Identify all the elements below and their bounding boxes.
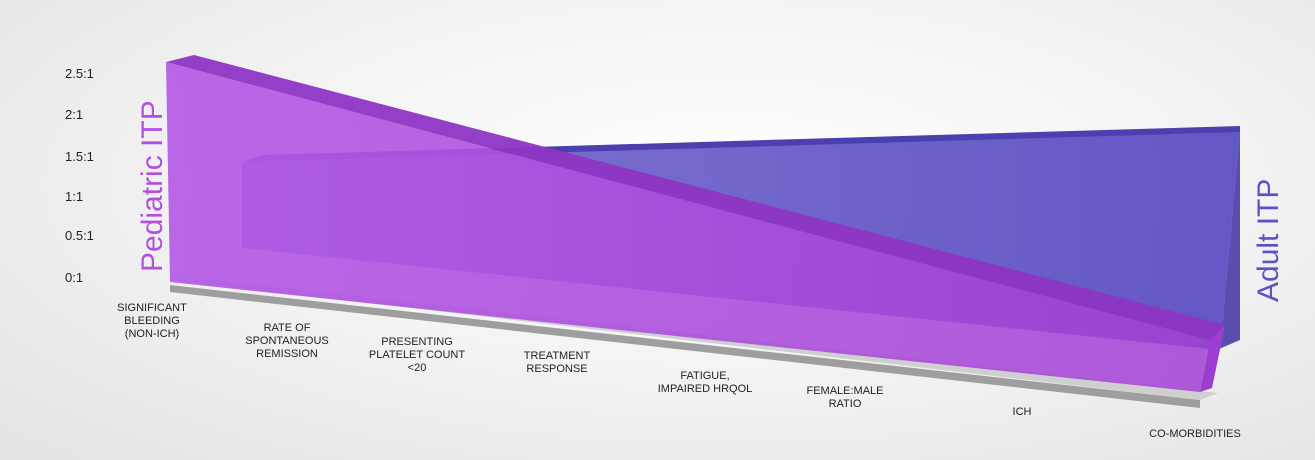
y-tick-label: 0.5:1 (65, 228, 94, 243)
pediatric-right-edge (1200, 325, 1225, 392)
y-tick-label: 1.5:1 (65, 149, 94, 164)
x-category-label: CO-MORBIDITIES (1149, 428, 1241, 440)
pediatric-top-edge (166, 55, 1225, 340)
series-pediatric-itp (166, 55, 1225, 392)
x-category-label: ICH (1013, 406, 1032, 418)
series-label-pediatric: Pediatric ITP (136, 100, 169, 272)
y-tick-label: 2:1 (65, 107, 83, 122)
x-category-label: TREATMENT RESPONSE (524, 350, 591, 375)
y-tick-label: 1:1 (65, 189, 83, 204)
x-category-label: SIGNIFICANT BLEEDING (NON-ICH) (117, 302, 187, 340)
floor-base (170, 285, 1200, 408)
y-axis: 0:1 0.5:1 1:1 1.5:1 2:1 2.5:1 (65, 66, 94, 285)
x-category-label: RATE OF SPONTANEOUS REMISSION (245, 322, 329, 360)
x-category-label: PRESENTING PLATELET COUNT <20 (369, 336, 465, 374)
x-axis: SIGNIFICANT BLEEDING (NON-ICH) RATE OF SPON… (117, 302, 1241, 440)
series-label-adult: Adult ITP (1252, 179, 1285, 302)
y-tick-label: 0:1 (65, 270, 83, 285)
y-tick-label: 2.5:1 (65, 66, 94, 81)
x-category-label: FATIGUE, IMPAIRED HRQOL (658, 370, 753, 395)
adult-right-edge (1212, 128, 1240, 352)
pediatric-front-panel (166, 62, 1210, 392)
x-category-label: FEMALE:MALE RATIO (806, 385, 883, 410)
